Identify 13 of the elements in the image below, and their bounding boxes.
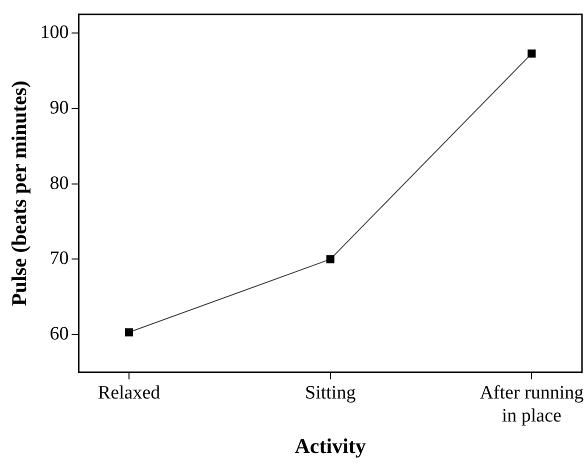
point bbox=[528, 50, 536, 58]
y-axis-title: Pulse (beats per minutes) bbox=[7, 80, 32, 306]
point bbox=[326, 255, 334, 264]
y-tick-label: 90 bbox=[50, 98, 69, 119]
y-tick-label: 60 bbox=[50, 324, 69, 345]
point bbox=[124, 328, 134, 336]
y-tick-label: 80 bbox=[50, 172, 69, 194]
x-axis-title: Activity bbox=[294, 434, 366, 458]
y-tick-label: 70 bbox=[50, 248, 69, 270]
x-tick-label: Sitting bbox=[305, 382, 356, 404]
y-tick-label: 100 bbox=[40, 22, 69, 44]
x-tick-label: Relaxed bbox=[98, 382, 161, 404]
x-tick-label: After running in place bbox=[480, 382, 584, 426]
